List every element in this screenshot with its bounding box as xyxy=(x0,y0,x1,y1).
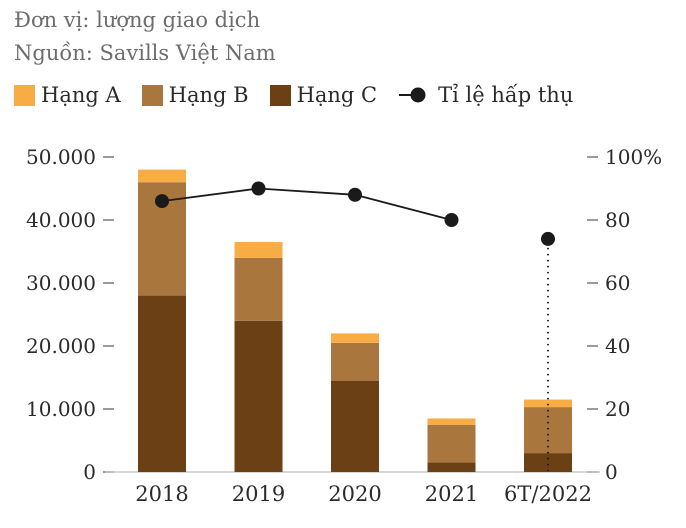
unit-label: Đơn vị: lượng giao dịch xyxy=(14,8,261,32)
legend-label-hang-b: Hạng B xyxy=(168,83,249,107)
left-axis-tick-label: 50.000 xyxy=(26,145,96,169)
absorption-point xyxy=(444,213,459,227)
bar-segment xyxy=(524,399,572,408)
bar-segment xyxy=(138,169,186,183)
bar-segment xyxy=(427,424,476,463)
x-axis-category-label: 2019 xyxy=(232,482,285,506)
absorption-point xyxy=(155,194,169,209)
bar-segment xyxy=(427,462,476,472)
right-axis-tick-label: 80 xyxy=(605,208,630,232)
legend-item-absorption: Tỉ lệ hấp thụ xyxy=(398,83,573,107)
bar-segment xyxy=(331,380,379,472)
left-axis-tick-label: 30.000 xyxy=(26,271,96,295)
legend-label-hang-a: Hạng A xyxy=(41,83,121,107)
bar-segment xyxy=(524,453,572,472)
x-axis-category-label: 2020 xyxy=(328,482,381,506)
legend-label-absorption: Tỉ lệ hấp thụ xyxy=(438,83,574,107)
bar-segment xyxy=(234,320,283,472)
line-dot-icon xyxy=(399,87,426,103)
left-axis-tick-label: 20.000 xyxy=(26,334,96,358)
chart-header: Đơn vị: lượng giao dịch Nguồn: Savills V… xyxy=(14,4,276,70)
legend-label-hang-c: Hạng C xyxy=(296,83,378,107)
right-axis-tick-label: 100% xyxy=(605,145,662,169)
x-axis-category-label: 2018 xyxy=(135,482,188,506)
legend: Hạng A Hạng B Hạng C Tỉ lệ hấp thụ xyxy=(14,83,573,107)
legend-item-hang-a: Hạng A xyxy=(14,83,121,107)
absorption-point xyxy=(251,181,266,196)
right-axis-tick-label: 40 xyxy=(605,334,630,358)
bar-segment xyxy=(234,257,283,321)
bar-segment xyxy=(524,407,572,454)
bar-segment xyxy=(331,333,379,343)
right-axis-tick-label: 20 xyxy=(605,397,630,421)
legend-item-hang-c: Hạng C xyxy=(269,83,378,107)
absorption-point xyxy=(541,231,555,246)
bar-segment xyxy=(427,418,476,425)
legend-item-hang-b: Hạng B xyxy=(141,83,249,107)
x-axis-category-label: 2021 xyxy=(425,482,478,506)
source-label: Nguồn: Savills Việt Nam xyxy=(14,41,276,65)
left-axis-tick-label: 40.000 xyxy=(26,208,96,232)
right-axis-tick-label: 60 xyxy=(605,271,630,295)
left-axis-tick-label: 10.000 xyxy=(26,397,96,421)
right-axis-tick-label: 0 xyxy=(605,460,618,484)
bar-segment xyxy=(138,295,186,472)
absorption-point xyxy=(348,187,362,202)
absorption-line xyxy=(161,187,452,221)
bar-segment xyxy=(234,242,283,258)
hang-c-swatch-icon xyxy=(269,84,291,106)
x-axis-category-label: 6T/2022 xyxy=(504,482,592,506)
bar-segment xyxy=(331,342,379,381)
hang-a-swatch-icon xyxy=(14,84,35,106)
left-axis-tick-label: 0 xyxy=(83,460,96,484)
hang-b-swatch-icon xyxy=(141,84,163,106)
